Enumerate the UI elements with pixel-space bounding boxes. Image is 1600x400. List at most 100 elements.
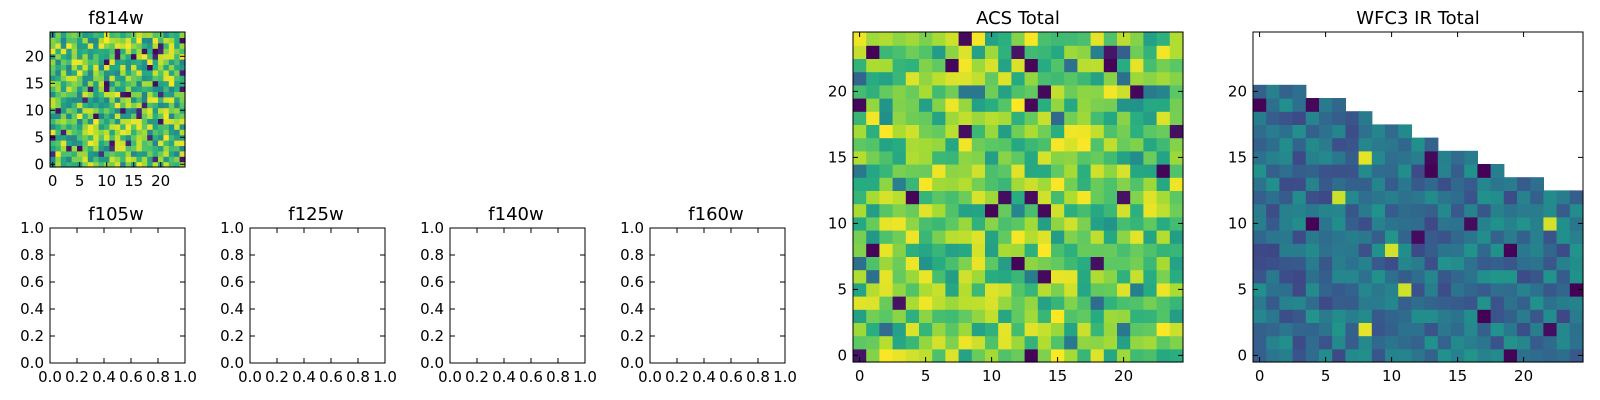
heatmap-cell — [1305, 282, 1320, 297]
heatmap-cell — [1358, 269, 1373, 284]
heatmap-cell — [853, 203, 867, 218]
heatmap-cell — [1490, 256, 1505, 271]
heatmap-cell — [93, 64, 100, 71]
heatmap-cell — [114, 107, 121, 114]
heatmap-cell — [1064, 269, 1078, 284]
heatmap-cell — [866, 45, 880, 59]
heatmap-cell — [93, 69, 100, 76]
heatmap-cell — [98, 42, 105, 49]
heatmap-cell — [1398, 309, 1412, 323]
heatmap-cell — [1037, 32, 1052, 46]
heatmap-cell — [158, 69, 164, 76]
heatmap-cell — [853, 124, 867, 139]
heatmap-cell — [168, 145, 175, 152]
heatmap-cell — [1130, 256, 1144, 271]
heatmap-cell — [879, 164, 894, 178]
heatmap-cell — [1156, 124, 1171, 139]
heatmap-cell — [120, 86, 127, 92]
heatmap-cell — [131, 91, 137, 98]
heatmap-cell — [109, 161, 116, 168]
heatmap-cell — [1169, 164, 1184, 178]
heatmap-cell — [1437, 203, 1452, 218]
heatmap-cell — [971, 111, 986, 125]
heatmap-cell — [853, 190, 867, 205]
heatmap-cell — [60, 129, 67, 136]
heatmap-cell — [82, 48, 89, 55]
heatmap-cell — [1385, 190, 1399, 205]
heatmap-cell — [60, 86, 67, 92]
y-tick-label: 0.2 — [20, 327, 44, 345]
heatmap-cell — [136, 113, 143, 119]
heatmap-cell — [1411, 243, 1426, 257]
heatmap-cell — [66, 140, 73, 146]
y-tick-label: 0.4 — [20, 300, 44, 318]
heatmap-cell — [1451, 348, 1465, 363]
heatmap-cell — [1051, 71, 1065, 86]
heatmap-cell — [1464, 322, 1478, 337]
heatmap-cell — [141, 113, 148, 119]
panel-f140w: f140w 0.0 0.2 0.4 0.6 0.8 1.00.00.20.40.60.81… — [420, 204, 597, 386]
heatmap-cell — [1103, 282, 1118, 297]
heatmap-cell — [1024, 32, 1039, 46]
heatmap-cell — [174, 75, 181, 82]
heatmap-cell — [1464, 282, 1478, 297]
heatmap-cell — [866, 32, 880, 46]
heatmap-cell — [158, 145, 164, 152]
y-tick-label: 0.8 — [620, 246, 644, 264]
heatmap-cell — [136, 145, 143, 152]
heatmap-cell — [1169, 256, 1184, 271]
heatmap-cell — [1266, 216, 1280, 231]
heatmap-cell — [60, 37, 67, 44]
heatmap-cell — [1169, 150, 1184, 165]
heatmap-cell — [1011, 296, 1026, 310]
heatmap-cell — [1103, 98, 1118, 112]
heatmap-cell — [174, 102, 181, 109]
heatmap-cell — [905, 58, 920, 73]
heatmap-cell — [163, 145, 170, 152]
heatmap-cell — [1503, 243, 1518, 257]
heatmap-cell — [958, 150, 973, 165]
heatmap-cell — [98, 107, 105, 114]
heatmap-cell — [1103, 296, 1118, 310]
heatmap-cell — [866, 296, 880, 310]
heatmap-cell — [1424, 243, 1439, 257]
heatmap-cell — [131, 80, 137, 87]
heatmap-cell — [179, 96, 186, 103]
heatmap-cell — [1569, 230, 1584, 244]
heatmap-cell — [114, 140, 121, 146]
heatmap-cell — [93, 59, 100, 65]
heatmap-cell — [147, 145, 154, 152]
heatmap-cell — [77, 80, 83, 87]
heatmap-cell — [958, 45, 973, 59]
heatmap-cell — [1279, 230, 1294, 244]
heatmap-cell — [1398, 322, 1412, 337]
heatmap-cell — [1156, 296, 1171, 310]
heatmap-cell — [125, 161, 132, 168]
heatmap-cell — [109, 96, 116, 103]
heatmap-cell — [1077, 45, 1092, 59]
heatmap-cell — [1411, 256, 1426, 271]
heatmap-cell — [1156, 348, 1171, 363]
heatmap-cell — [98, 75, 105, 82]
heatmap-cell — [66, 48, 73, 55]
heatmap-cell — [1051, 58, 1065, 73]
heatmap-cell — [60, 80, 67, 87]
heatmap-cell — [866, 243, 880, 257]
heatmap-cell — [1503, 177, 1518, 191]
heatmap-cell — [919, 243, 933, 257]
heatmap-cell — [1358, 335, 1373, 350]
heatmap-cell — [109, 107, 116, 114]
heatmap-cell — [179, 118, 186, 125]
heatmap-cell — [1143, 98, 1158, 112]
heatmap-cell — [158, 37, 164, 44]
heatmap-cell — [163, 161, 170, 168]
heatmap-cell — [55, 145, 62, 152]
heatmap-cell — [168, 32, 175, 38]
heatmap-cell — [1451, 256, 1465, 271]
heatmap-cell — [147, 37, 154, 44]
heatmap-cell — [1143, 71, 1158, 86]
x-tick-label: 0 — [855, 367, 865, 385]
heatmap-cell — [87, 156, 94, 163]
heatmap-cell — [1169, 32, 1184, 46]
